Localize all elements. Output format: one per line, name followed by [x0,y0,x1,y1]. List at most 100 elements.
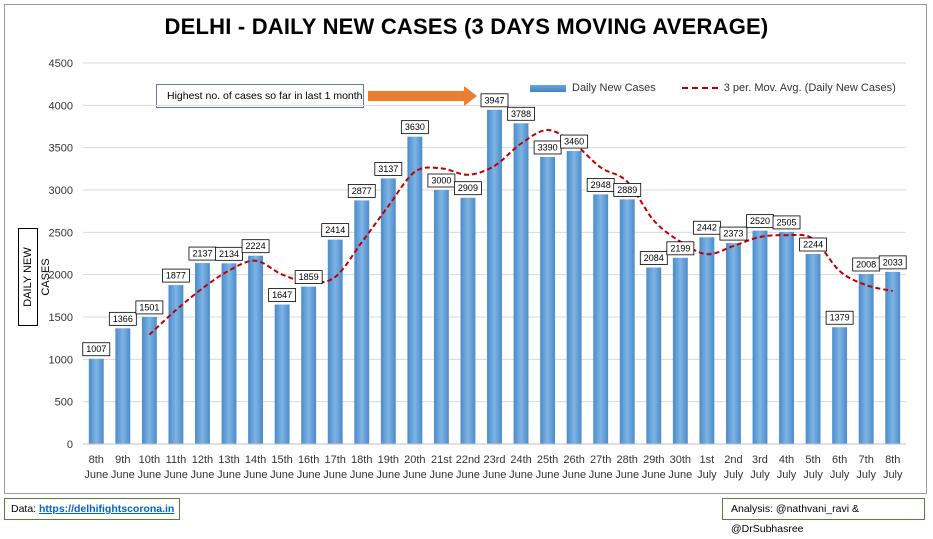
x-tick-label: 14th [245,454,266,466]
data-label: 2442 [697,223,717,233]
bar [699,237,715,444]
x-tick-label: July [830,469,850,481]
data-source-link[interactable]: https://delhifightscorona.in [39,503,175,515]
x-tick-label: 18th [351,454,372,466]
x-tick-label: 1st [700,454,715,466]
data-label: 2033 [883,257,903,267]
data-label-box [639,251,668,265]
bar [248,255,263,444]
data-label: 2084 [644,253,664,263]
x-tick-label: 22nd [456,454,480,466]
bar [487,109,502,444]
data-label-box [560,134,589,149]
chart-frame [4,4,927,494]
x-tick-label: July [777,469,797,481]
chart-svg: 0 500 1000 1500 2000 2500 3000 3500 4000 4500 1007… [49,58,907,481]
y-tick-label: 500 [55,397,73,409]
x-tick-label: 19th [378,454,399,466]
bar [301,286,317,444]
data-label: 1859 [299,272,319,282]
x-tick-label: 6th [832,454,847,466]
data-label: 2520 [750,216,770,226]
legend: Daily New Cases 3 per. Mov. Avg. (Daily … [530,82,896,94]
x-tick-label: 20th [404,454,425,466]
x-tick-label: July [883,469,903,481]
x-tick-label: June [668,469,692,481]
data-label-box [321,223,350,238]
bar [593,194,609,444]
data-label: 2199 [670,243,690,253]
legend-label-bars: Daily New Cases [572,82,656,94]
x-tick-label: July [724,469,744,481]
x-tick-label: June [429,469,453,481]
bar [858,273,874,444]
bar [805,254,821,444]
bar [380,178,396,444]
y-tick-label: 4000 [49,100,73,112]
data-label-box [135,300,164,315]
data-label: 2414 [325,225,345,235]
footer-data-label: Data: [11,503,40,515]
x-tick-label: July [803,469,823,481]
x-tick-label: June [536,469,560,481]
x-tick-label: 27th [590,454,611,466]
data-label: 3630 [405,122,425,132]
bar [566,151,582,444]
legend-swatch-line [681,87,718,89]
x-tick-label: June [509,469,533,481]
data-label-box [825,310,854,325]
data-label-box [162,268,190,283]
data-label-box [427,173,456,188]
x-tick-label: 7th [859,454,874,466]
x-tick-label: 8th [89,454,104,466]
x-tick-label: June [403,469,427,481]
bar [752,230,768,444]
bar [646,267,662,444]
data-label: 3460 [564,137,584,147]
x-tick-label: 8th [885,454,900,466]
data-label-box [108,311,137,326]
x-tick-label: 28th [617,454,638,466]
data-label: 2505 [777,217,797,227]
x-tick-label: 17th [324,454,345,466]
x-tick-label: June [589,469,613,481]
data-label: 3390 [538,142,558,152]
data-label-box [374,162,403,176]
footer-data-source: Data: https://delhifightscorona.in [4,498,180,520]
data-label: 1379 [830,313,850,323]
x-tick-label: 3rd [752,454,768,466]
bar [726,243,741,444]
bar [407,136,423,444]
x-tick-label: 21st [431,454,452,466]
x-tick-label: June [376,469,400,481]
y-tick-label: 3500 [49,143,73,155]
x-tick-label: 15th [271,454,292,466]
x-tick-label: June [323,469,347,481]
data-label: 2134 [219,249,239,259]
data-label-box [878,255,907,270]
data-label: 2224 [246,241,266,251]
bar [88,358,104,444]
data-label: 2373 [723,229,743,239]
data-label-box [82,342,111,357]
x-tick-label: 16th [298,454,319,466]
x-tick-label: June [137,469,161,481]
x-tick-label: June [191,469,215,481]
x-tick-label: 26th [563,454,584,466]
data-label: 1366 [113,314,133,324]
data-label-box [799,237,827,252]
x-tick-label: 5th [805,454,820,466]
x-tick-label: 12th [192,454,213,466]
y-tick-label: 0 [67,439,73,451]
legend-swatch-bars [530,84,566,92]
data-label-box [347,184,376,198]
x-tick-label: 11th [166,454,187,466]
bar [779,231,794,444]
bar [274,304,290,444]
data-label-box [454,181,482,196]
callout-box: Highest no. of cases so far in last 1 mo… [156,84,364,108]
y-tick-label: 3000 [49,185,73,197]
legend-item-bars: Daily New Cases [530,82,656,94]
data-label: 3947 [484,95,504,105]
x-tick-label: June [244,469,268,481]
